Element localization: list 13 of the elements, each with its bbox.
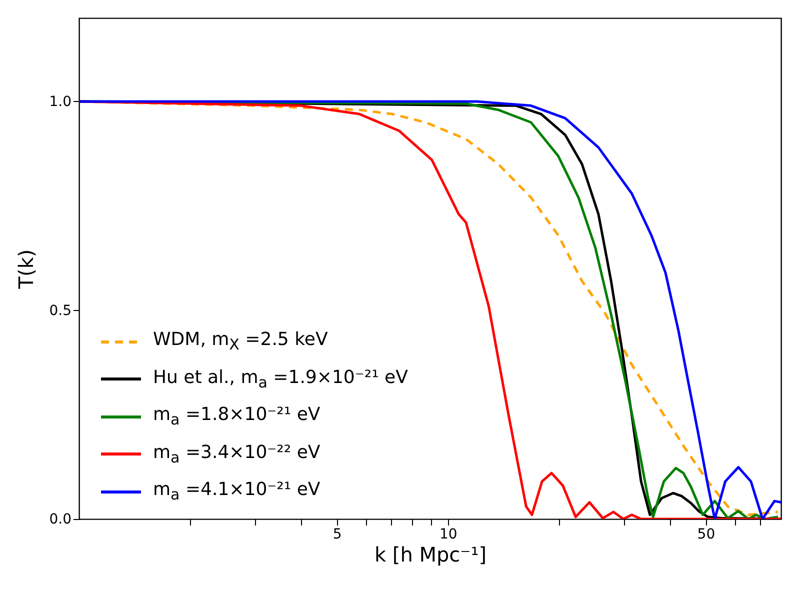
legend-label: m$_{a}$ =4.1×10⁻²¹ eV	[153, 479, 320, 504]
y-tick-label: 0.5	[49, 302, 72, 319]
x-tick-label: 10	[439, 526, 458, 542]
legend-label: WDM, m$_{X}$ =2.5 keV	[153, 329, 328, 354]
y-axis-title: T(k)	[14, 249, 38, 290]
y-tick-label: 1.0	[49, 94, 72, 110]
x-axis-title: k [h Mpc⁻¹]	[374, 542, 487, 566]
legend-label: m$_{a}$ =3.4×10⁻²² eV	[153, 442, 320, 467]
x-tick-label: 50	[697, 526, 716, 542]
x-tick-label: 5	[332, 526, 342, 542]
legend-label: m$_{a}$ =1.8×10⁻²¹ eV	[153, 404, 320, 430]
legend-label: Hu et al., m$_{a}$ =1.9×10⁻²¹ eV	[153, 366, 408, 392]
y-tick-label: 0.0	[49, 512, 72, 528]
